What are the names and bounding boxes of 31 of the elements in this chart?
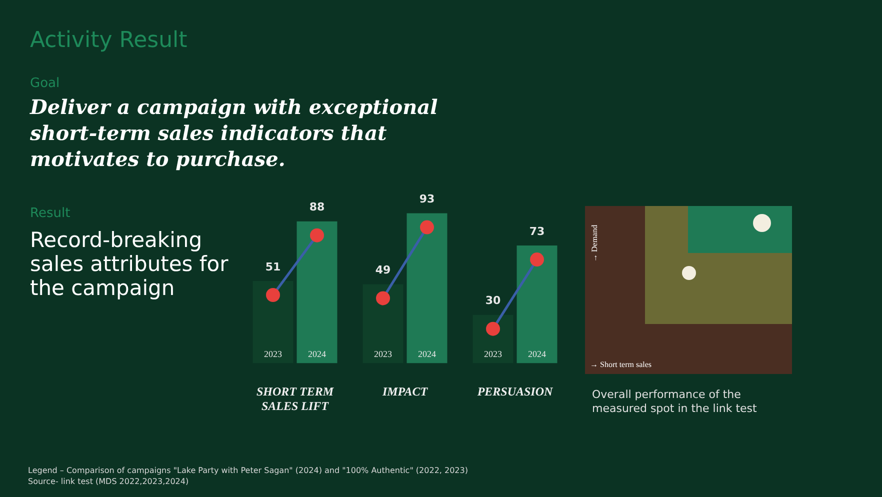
text: → Short term sales [590, 360, 652, 369]
text: 2024 [528, 349, 546, 360]
data-label: 88 [309, 200, 325, 214]
bar [296, 221, 338, 364]
text: Legend – Comparison of campaigns "Lake Party with Peter Sagan" (2024) and "100% Authentic" (2022, 2023) [28, 466, 468, 475]
text: 2023 [484, 349, 502, 360]
data-label: 73 [529, 224, 545, 238]
data-label: 51 [265, 260, 281, 274]
x-tick-label: SHORT TERM SALES LIFT [256, 384, 334, 413]
text: 2023 [374, 349, 392, 360]
data-label: 93 [419, 192, 435, 206]
series-label: 2023 [264, 349, 282, 360]
chart-title: Activity Result [30, 28, 188, 53]
text: → Demand [590, 224, 599, 262]
bar [252, 280, 294, 364]
bar [472, 314, 514, 364]
source-note: Source- link test (MDS 2022,2023,2024) [28, 477, 189, 486]
x-tick-label: PERSUASION [477, 384, 554, 398]
bar [516, 246, 558, 364]
text: Goal [30, 76, 60, 91]
data-label: 30 [485, 294, 501, 308]
x-tick-label: IMPACT [381, 384, 428, 398]
text: Overall performance of the measured spot in the link test [592, 388, 758, 416]
text: 2024 [418, 349, 436, 360]
bar [406, 213, 448, 364]
text: Result [30, 206, 70, 221]
chart-subtitle: Deliver a campaign with exceptional short-term sales indicators that motivates to purchase. [30, 94, 439, 172]
text: Record-breaking sales attributes for the campaign [30, 228, 230, 300]
data-label: 49 [375, 264, 391, 277]
bar [362, 284, 404, 364]
series-label: 2024 [308, 349, 326, 360]
